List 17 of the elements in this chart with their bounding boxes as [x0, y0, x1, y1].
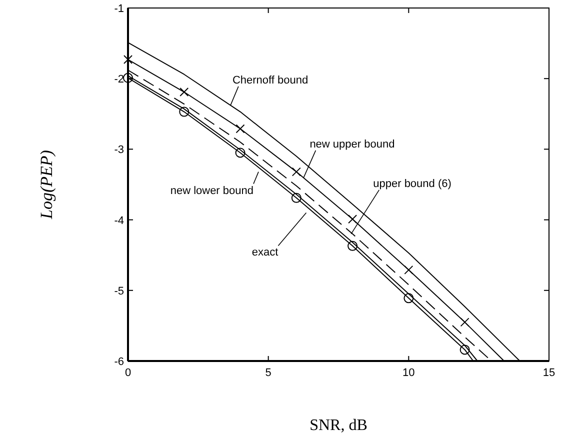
y-axis-title: Log(PEP): [37, 150, 56, 220]
annotation: exact: [252, 246, 278, 259]
x-tick-label: 15: [542, 367, 556, 379]
annotation: new upper bound: [310, 138, 395, 150]
x-tick-label: 5: [265, 367, 272, 379]
y-tick-label: -5: [114, 285, 124, 298]
y-tick-label: -1: [114, 3, 124, 15]
y-tick-label: -6: [114, 356, 124, 368]
x-tick-label: 0: [124, 367, 132, 379]
y-tick-label: -2: [114, 74, 124, 86]
x-tick-label: 10: [402, 367, 415, 379]
annotation: new lower bound: [170, 184, 254, 197]
annotation: Chernoff bound: [232, 74, 308, 86]
annotation: upper bound (6): [373, 178, 452, 190]
y-tick-label: -3: [114, 144, 124, 156]
x-axis-title: SNR, dB: [310, 417, 368, 434]
y-tick-label: -4: [114, 214, 124, 227]
